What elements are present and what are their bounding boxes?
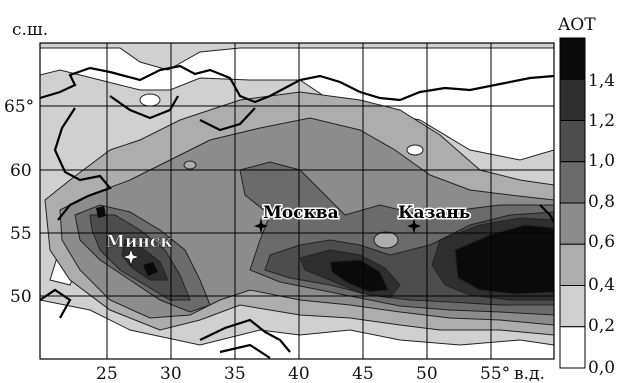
lon-tick-35: 35: [224, 364, 246, 383]
legend-label-1-4: 1,4: [588, 71, 615, 91]
legend-title: AOT: [557, 15, 596, 35]
legend-label-1-0: 1,0: [588, 151, 615, 171]
colorbar-swatch: [559, 161, 586, 204]
lon-tick-30: 30: [160, 364, 182, 383]
legend-label-0-2: 0,2: [588, 316, 615, 336]
city-label-moscow: Москва: [263, 203, 339, 223]
lon-tick-25: 25: [96, 364, 118, 383]
colorbar-swatch: [559, 78, 586, 121]
lon-tick-45: 45: [352, 364, 374, 383]
lat-tick-65: 65°: [4, 97, 34, 117]
lat-tick-50: 50: [10, 287, 32, 307]
lon-tick-55: 55°: [480, 364, 510, 383]
city-label-minsk: Минск: [106, 232, 173, 252]
coastline: [40, 64, 554, 359]
colorbar-swatch: [559, 37, 586, 80]
colorbar-swatch: [559, 285, 586, 328]
map-frame: [39, 42, 555, 360]
coordinate-grid: [40, 43, 554, 359]
city-kazan-marker: [407, 218, 421, 234]
aot-colorbar-labels: 1,4 1,2 1,0 0,8 0,6 0,4 0,2 0,0: [588, 71, 615, 378]
legend-label-0-8: 0,8: [588, 192, 615, 212]
legend-label-0-0: 0,0: [588, 358, 615, 378]
lat-tick-60: 60: [10, 161, 32, 181]
lat-tick-55: 55: [10, 224, 32, 244]
colorbar-swatch: [559, 202, 586, 245]
colorbar-swatch: [559, 326, 586, 369]
city-label-kazan: Казань: [398, 203, 470, 223]
lat-axis-label: с.ш.: [12, 20, 48, 40]
colorbar-swatch: [559, 120, 586, 163]
legend-label-1-2: 1,2: [588, 111, 615, 131]
colorbar-swatch: [559, 243, 586, 286]
city-moscow-marker: [254, 218, 268, 234]
legend-label-0-6: 0,6: [588, 232, 615, 252]
legend-label-0-4: 0,4: [588, 275, 615, 295]
lon-tick-40: 40: [288, 364, 310, 383]
lon-axis-label: в.д.: [514, 364, 545, 383]
aot-colorbar: [559, 37, 586, 369]
city-minsk-marker: [122, 248, 140, 266]
lon-tick-50: 50: [416, 364, 438, 383]
aot-field: [40, 43, 554, 359]
